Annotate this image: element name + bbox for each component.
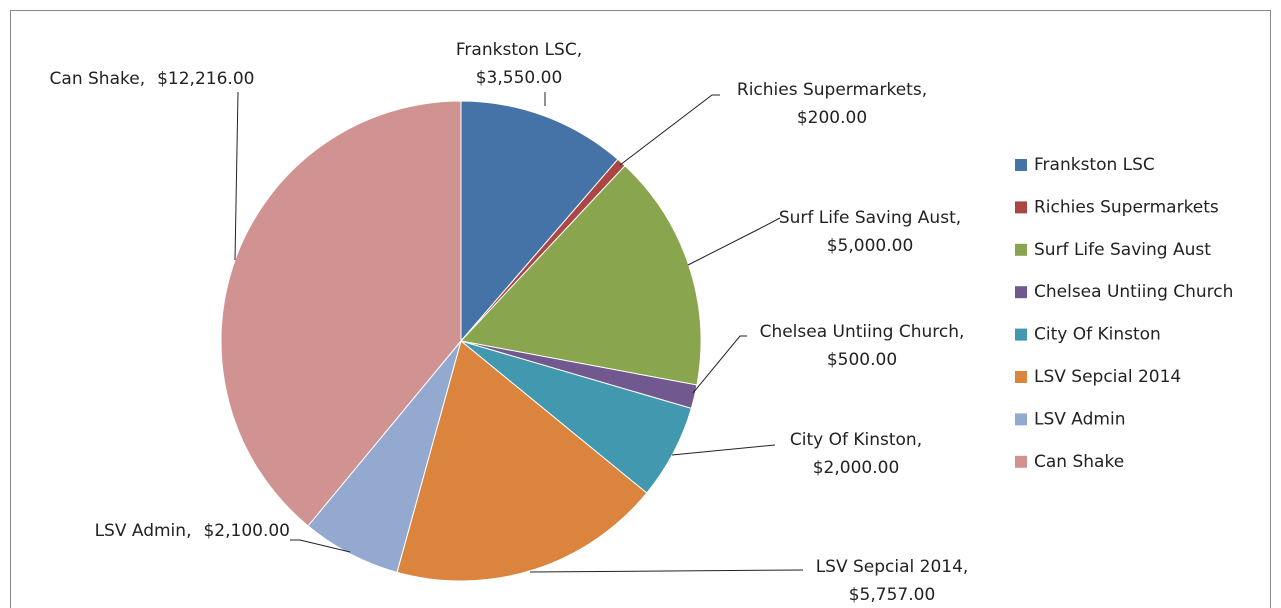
legend-swatch — [1015, 201, 1027, 214]
data-label-separator: , — [959, 322, 964, 342]
data-label-separator: , — [577, 40, 582, 60]
data-label: LSV Sepcial 2014, $5,757.00 — [816, 557, 969, 605]
leader-line — [692, 335, 747, 394]
data-label-name: LSV Sepcial 2014 — [816, 557, 963, 577]
legend-label: Richies Supermarkets — [1034, 197, 1219, 217]
pie-slice — [396, 340, 648, 582]
leader-line — [529, 569, 804, 573]
pie-slice — [460, 100, 619, 343]
data-label-name: Frankston LSC — [456, 40, 577, 60]
data-label-name: City Of Kinston — [790, 430, 917, 450]
data-label-name: Surf Life Saving Aust — [779, 208, 956, 228]
data-label-name: Can Shake — [50, 69, 140, 89]
data-label: Chelsea Untiing Church, $500.00 — [760, 322, 965, 370]
data-label-separator: , — [186, 521, 191, 541]
leader-line — [290, 539, 351, 553]
data-label-separator: , — [963, 557, 968, 577]
data-label-value: $12,216.00 — [157, 69, 254, 89]
data-label-separator: , — [917, 430, 922, 450]
data-label-value: $200.00 — [797, 108, 867, 128]
legend-label: LSV Admin — [1034, 409, 1125, 429]
data-label-value: $500.00 — [827, 350, 897, 370]
data-label-value: $3,550.00 — [476, 68, 563, 88]
legend-label: Surf Life Saving Aust — [1034, 240, 1211, 260]
data-label: Frankston LSC, $3,550.00 — [456, 40, 582, 88]
data-label: LSV Admin, $2,100.00 — [95, 521, 290, 541]
data-label-name: Richies Supermarkets — [737, 80, 922, 100]
pie-slice — [460, 165, 702, 386]
leader-line — [671, 444, 776, 456]
data-label: Richies Supermarkets, $200.00 — [737, 80, 927, 128]
legend-swatch — [1015, 286, 1027, 299]
data-label-name: LSV Admin — [95, 521, 186, 541]
legend-swatch — [1015, 159, 1027, 171]
leader-line — [619, 94, 720, 166]
legend-swatch — [1015, 371, 1027, 383]
legend-label: Can Shake — [1034, 452, 1124, 472]
legend-label: Frankston LSC — [1034, 155, 1155, 175]
data-label-value: $2,100.00 — [203, 521, 290, 541]
data-label-separator: , — [956, 208, 961, 228]
data-label-separator: , — [140, 69, 145, 89]
data-label-name: Chelsea Untiing Church — [760, 322, 959, 342]
legend-label: Chelsea Untiing Church — [1034, 282, 1233, 302]
data-label: City Of Kinston, $2,000.00 — [790, 430, 922, 478]
legend-swatch — [1015, 243, 1027, 256]
legend-swatch — [1015, 455, 1027, 468]
data-label-value: $5,757.00 — [849, 585, 936, 605]
legend-label: LSV Sepcial 2014 — [1034, 367, 1181, 387]
legend-swatch — [1015, 413, 1027, 426]
data-label-separator: , — [922, 80, 927, 100]
leader-line — [234, 91, 239, 261]
data-label: Surf Life Saving Aust, $5,000.00 — [779, 208, 961, 256]
data-label-value: $5,000.00 — [827, 236, 914, 256]
legend-label: City Of Kinston — [1034, 325, 1161, 345]
data-label-value: $2,000.00 — [813, 458, 900, 478]
data-label: Can Shake, $12,216.00 — [50, 69, 255, 89]
leader-line — [687, 217, 781, 266]
legend-swatch — [1015, 328, 1027, 341]
